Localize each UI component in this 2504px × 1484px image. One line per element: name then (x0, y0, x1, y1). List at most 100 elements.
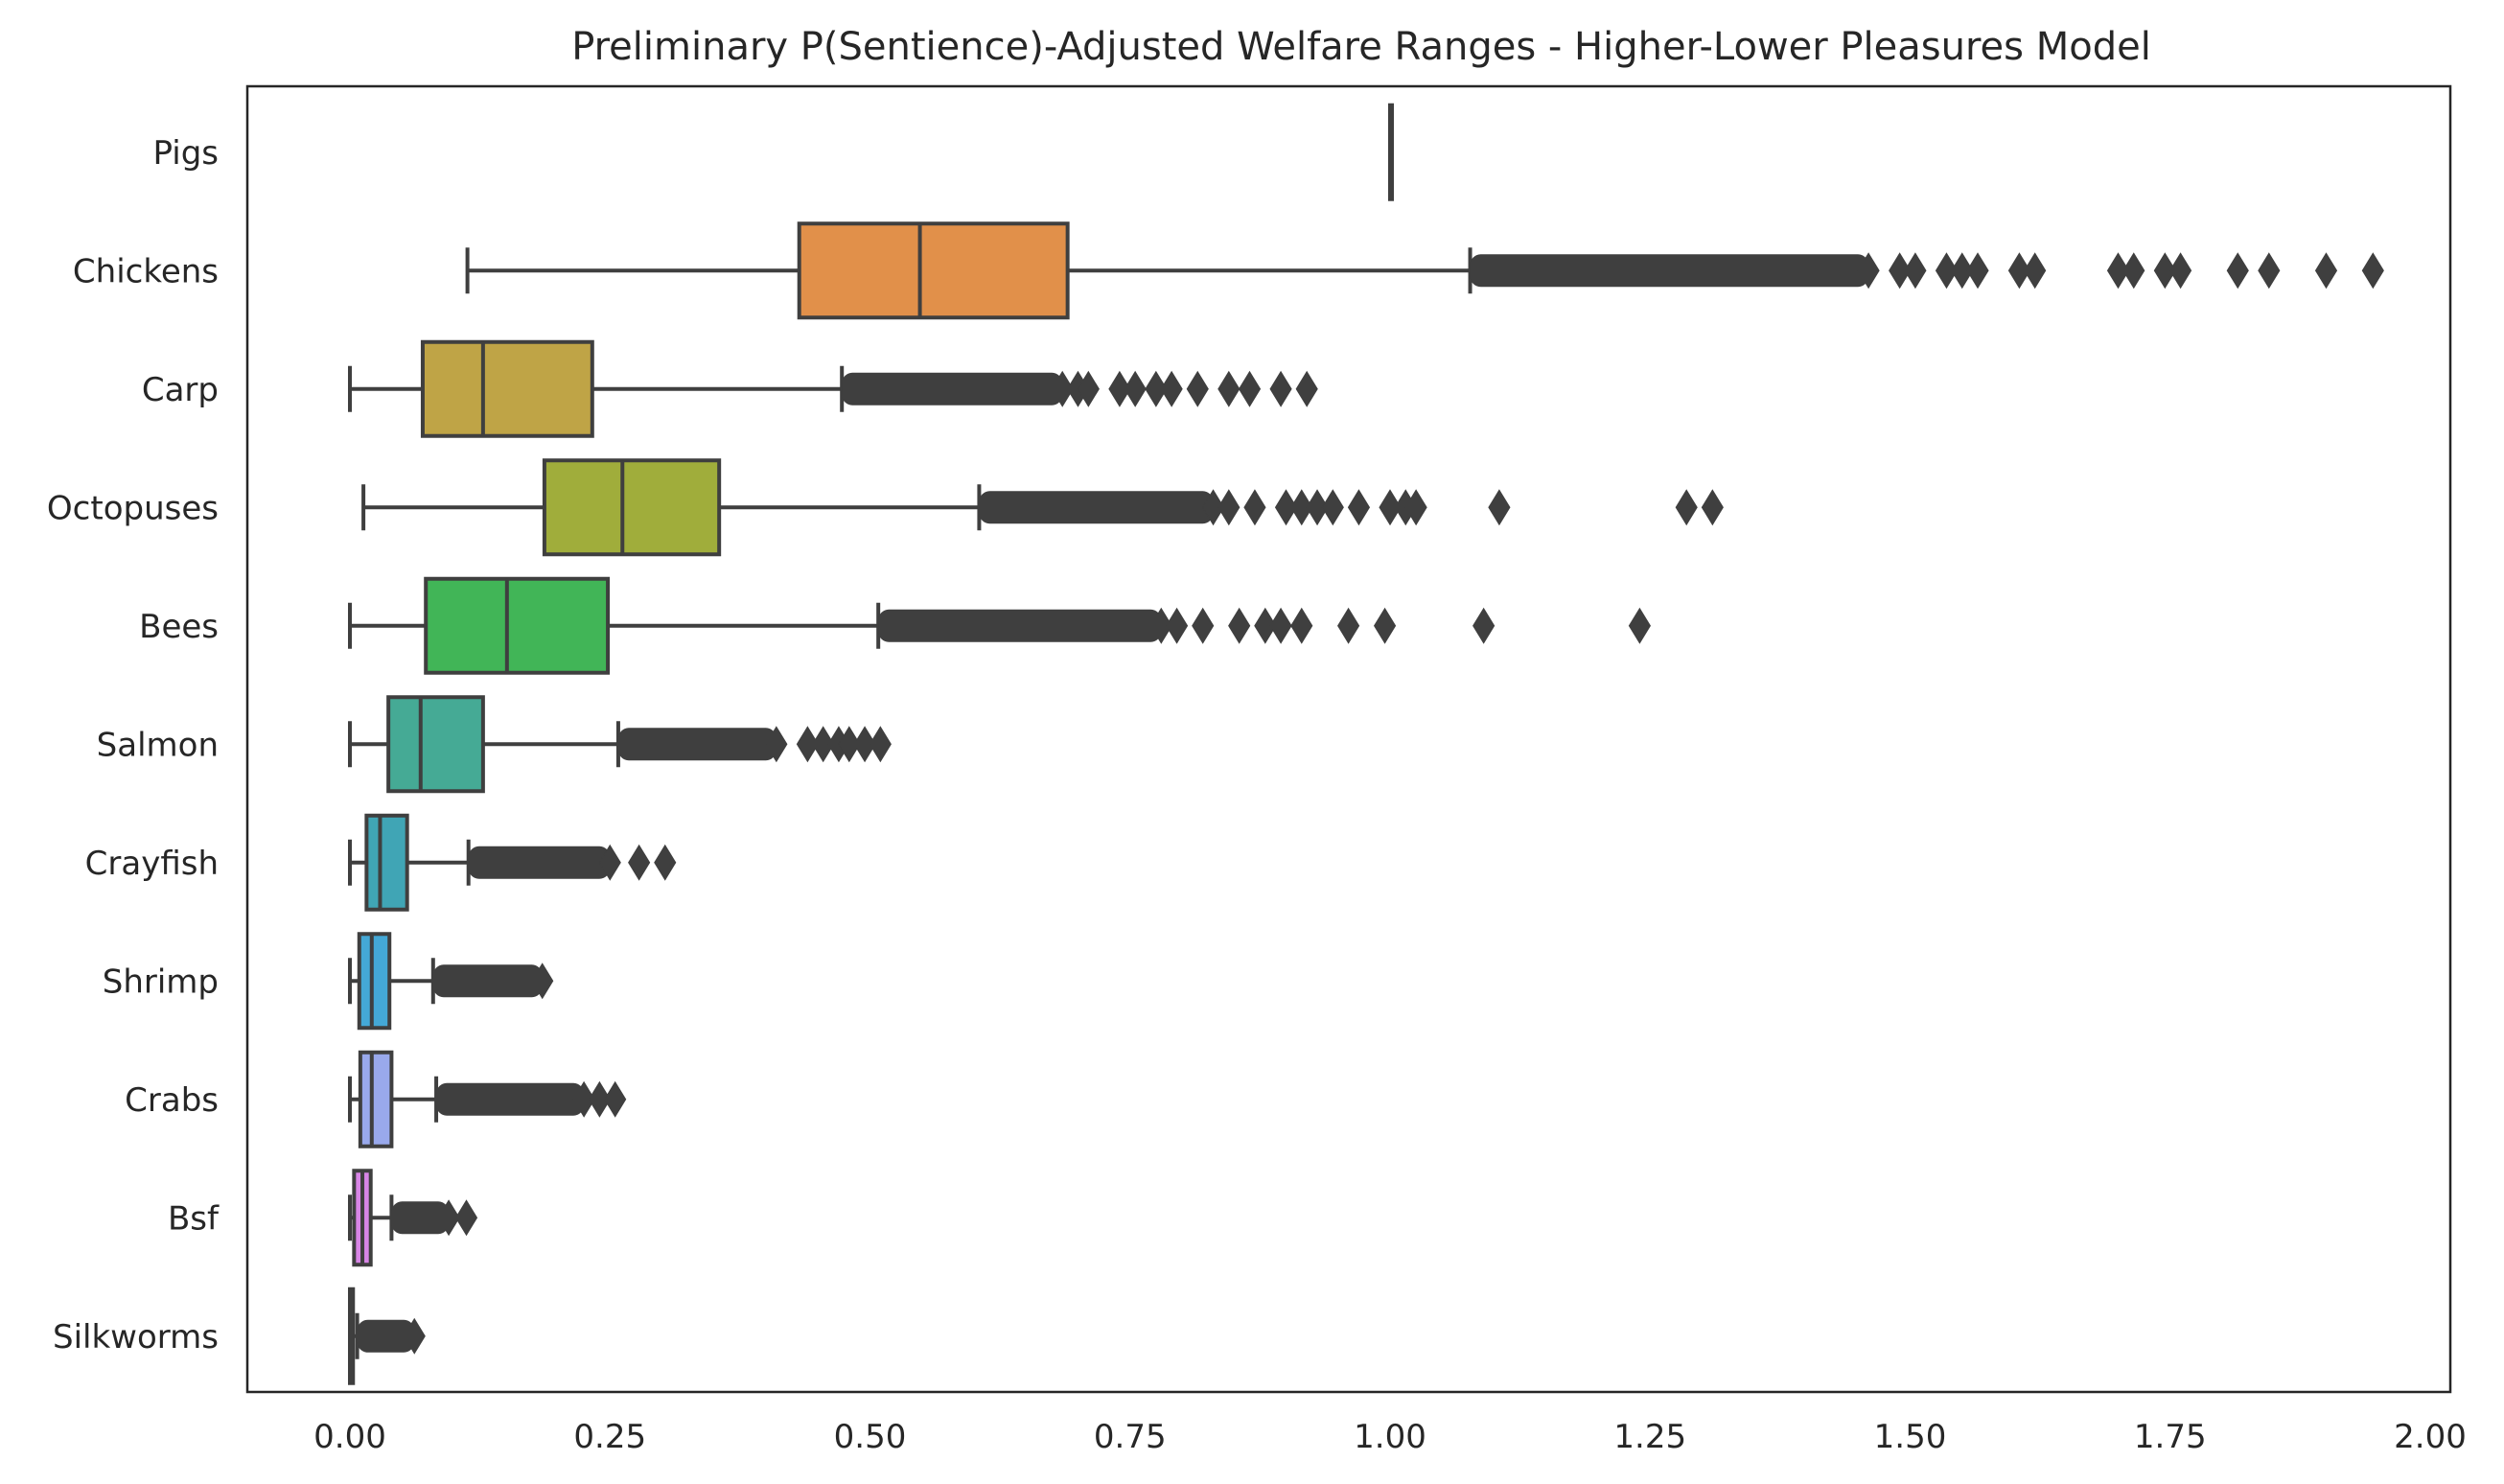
outlier-band-end-chickens (1857, 252, 1880, 290)
outlier-chickens-7 (2106, 252, 2130, 290)
outlier-chickens-8 (2122, 252, 2145, 290)
outlier-bees-4 (1269, 607, 1292, 644)
x-tick-label-7: 1.75 (2134, 1418, 2207, 1456)
outlier-band-end-crayfish (598, 844, 621, 881)
plot-area (348, 103, 2384, 1385)
outlier-band-crayfish (468, 846, 611, 879)
outlier-carp-10 (1295, 370, 1318, 407)
outlier-bees-5 (1290, 607, 1313, 644)
outlier-band-bsf (391, 1201, 450, 1235)
outlier-salmon-0 (796, 726, 819, 763)
iqr-box-crayfish (364, 813, 409, 912)
outlier-band-end-shrimp (531, 962, 554, 1000)
box-octopuses (361, 458, 1724, 557)
outlier-octopuses-6 (1347, 489, 1371, 526)
outlier-chickens-13 (2314, 252, 2338, 290)
y-tick-label-chickens: Chickens (73, 252, 219, 290)
outlier-bees-2 (1228, 607, 1251, 644)
plot-frame (245, 84, 2452, 1394)
outlier-band-end-bees (1149, 607, 1172, 644)
box-shrimp (348, 932, 554, 1031)
outlier-chickens-10 (2169, 252, 2192, 290)
y-tick-label-crabs: Crabs (125, 1081, 219, 1120)
outlier-band-end-silkworms (403, 1317, 426, 1355)
outlier-band-octopuses (979, 491, 1214, 524)
outlier-octopuses-11 (1675, 489, 1698, 526)
iqr-box-shrimp (357, 932, 392, 1031)
x-tick-label-2: 0.50 (834, 1418, 907, 1456)
outlier-chickens-6 (2024, 252, 2047, 290)
x-tick-label-4: 1.00 (1354, 1418, 1426, 1456)
outlier-chickens-3 (1951, 252, 1974, 290)
box-salmon (348, 695, 892, 794)
outlier-band-crabs (436, 1082, 585, 1116)
box-pigs (1388, 103, 1394, 201)
iqr-box-chickens (797, 221, 1070, 320)
outlier-octopuses-3 (1290, 489, 1313, 526)
outlier-band-shrimp (432, 964, 543, 998)
outlier-chickens-0 (1889, 252, 1912, 290)
x-tick-label-8: 2.00 (2394, 1418, 2467, 1456)
y-tick-label-bees: Bees (139, 608, 219, 646)
x-tick-label-6: 1.50 (1874, 1418, 1947, 1456)
x-tick-label-3: 0.75 (1094, 1418, 1167, 1456)
x-tick-label-1: 0.25 (573, 1418, 646, 1456)
iqr-box-carp (420, 339, 594, 438)
outlier-carp-1 (1077, 370, 1100, 407)
outlier-chickens-9 (2153, 252, 2176, 290)
iqr-box-salmon (386, 695, 485, 794)
outlier-bees-6 (1337, 607, 1360, 644)
outlier-band-end-octopuses (1201, 489, 1225, 526)
outlier-carp-8 (1238, 370, 1262, 407)
box-crabs (348, 1050, 627, 1148)
outlier-octopuses-10 (1488, 489, 1511, 526)
outlier-octopuses-12 (1701, 489, 1724, 526)
iqr-box-bees (424, 576, 611, 675)
box-chickens (465, 221, 2384, 320)
y-tick-label-silkworms: Silkworms (53, 1318, 219, 1356)
outlier-band-salmon (617, 728, 777, 761)
outlier-crabs-1 (604, 1080, 627, 1118)
outlier-carp-7 (1217, 370, 1240, 407)
iqr-box-crabs (358, 1050, 394, 1148)
outlier-carp-6 (1186, 370, 1209, 407)
box-carp (348, 339, 1318, 438)
outlier-band-end-salmon (765, 726, 788, 763)
outlier-chickens-2 (1935, 252, 1959, 290)
outlier-crayfish-1 (654, 844, 677, 881)
y-tick-label-pigs: Pigs (153, 134, 220, 173)
outlier-carp-5 (1160, 370, 1183, 407)
y-tick-label-shrimp: Shrimp (103, 962, 219, 1001)
outlier-band-silkworms (357, 1319, 415, 1353)
outlier-salmon-3 (838, 726, 861, 763)
outlier-crabs-0 (588, 1080, 611, 1118)
y-tick-label-crayfish: Crayfish (85, 845, 219, 883)
outlier-chickens-11 (2226, 252, 2249, 290)
outlier-chickens-14 (2361, 252, 2384, 290)
outlier-salmon-1 (812, 726, 835, 763)
outlier-octopuses-5 (1321, 489, 1344, 526)
outlier-carp-9 (1269, 370, 1292, 407)
outlier-crayfish-0 (628, 844, 651, 881)
box-silkworms (348, 1287, 426, 1385)
outlier-salmon-5 (869, 726, 892, 763)
outlier-bsf-0 (454, 1199, 478, 1237)
box-bsf (348, 1169, 478, 1267)
box-bees (348, 576, 1651, 675)
outlier-bees-7 (1373, 607, 1397, 644)
y-tick-label-salmon: Salmon (97, 726, 219, 764)
outlier-chickens-5 (2007, 252, 2031, 290)
outlier-octopuses-4 (1306, 489, 1329, 526)
outlier-octopuses-7 (1379, 489, 1402, 526)
y-tick-label-octopuses: Octopuses (47, 489, 219, 527)
outlier-bees-0 (1165, 607, 1189, 644)
outlier-carp-3 (1124, 370, 1147, 407)
outlier-bees-3 (1254, 607, 1277, 644)
chart-title: Preliminary P(Sentience)-Adjusted Welfar… (571, 25, 2151, 69)
outlier-salmon-4 (853, 726, 876, 763)
outlier-band-end-carp (1051, 370, 1074, 407)
outlier-band-bees (878, 609, 1162, 642)
outlier-band-chickens (1470, 254, 1869, 288)
outlier-octopuses-0 (1217, 489, 1240, 526)
